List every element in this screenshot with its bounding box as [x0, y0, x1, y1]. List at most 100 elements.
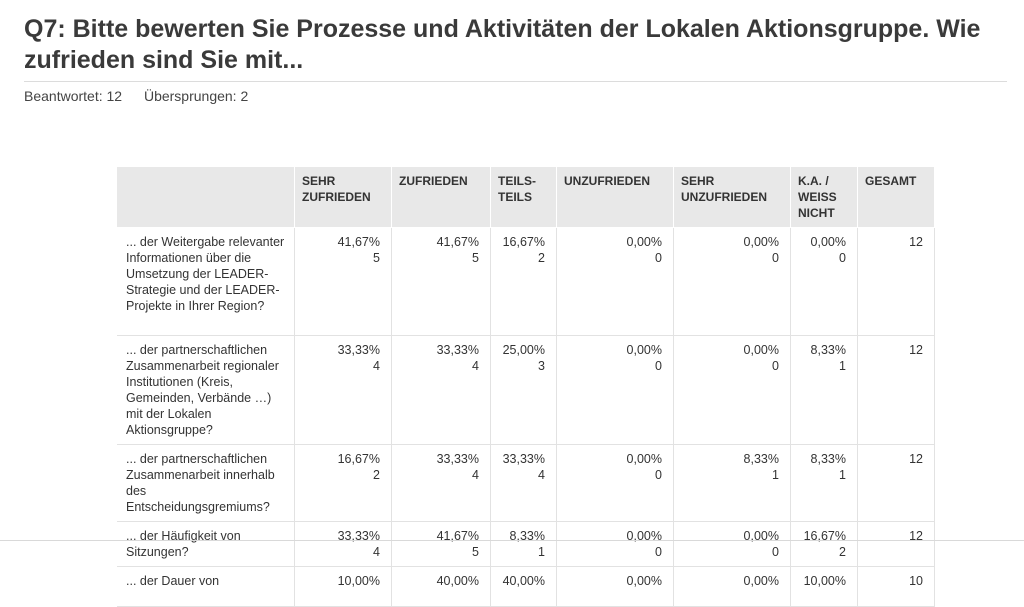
response-stats: Beantwortet: 12 Übersprungen: 2: [24, 88, 266, 104]
row-total: 12: [858, 336, 935, 445]
header-cell-blank: [117, 167, 295, 228]
header-zufrieden: ZUFRIEDEN: [392, 167, 491, 228]
table-header-row: SEHR ZUFRIEDEN ZUFRIEDEN TEILS-TEILS UNZ…: [117, 167, 935, 228]
response-cell: 0,00%: [674, 567, 791, 607]
cell-percentage: 0,00%: [743, 529, 779, 543]
cell-percentage: 0,00%: [743, 235, 779, 249]
cell-percentage: 16,67%: [803, 529, 846, 543]
response-cell: 0,00% 0: [791, 228, 858, 336]
header-teils-teils: TEILS-TEILS: [491, 167, 557, 228]
cell-count: 4: [373, 545, 380, 559]
response-cell: 8,33% 1: [791, 336, 858, 445]
cell-percentage: 0,00%: [743, 343, 779, 357]
cell-percentage: 8,33%: [743, 452, 779, 466]
cell-percentage: 41,67%: [337, 235, 380, 249]
row-total: 10: [858, 567, 935, 607]
results-table: SEHR ZUFRIEDEN ZUFRIEDEN TEILS-TEILS UNZ…: [117, 167, 935, 607]
cell-percentage: 0,00%: [810, 235, 846, 249]
cell-percentage: 41,67%: [436, 235, 479, 249]
response-cell: 41,67% 5: [295, 228, 392, 336]
cell-count: 1: [839, 468, 846, 482]
response-cell: 0,00%: [557, 567, 674, 607]
response-cell: 16,67% 2: [295, 445, 392, 522]
response-cell: 10,00%: [791, 567, 858, 607]
cell-percentage: 33,33%: [436, 343, 479, 357]
cell-percentage: 40,00%: [502, 574, 545, 588]
cell-count: 3: [538, 359, 545, 373]
cell-count: 0: [655, 468, 662, 482]
cell-count: 4: [373, 359, 380, 373]
cell-percentage: 16,67%: [502, 235, 545, 249]
cell-percentage: 41,67%: [436, 529, 479, 543]
cell-percentage: 33,33%: [337, 343, 380, 357]
table-row: ... der partnerschaftlichen Zusammenarbe…: [117, 445, 935, 522]
header-ka-weiss-nicht: K.A. / WEISS NICHT: [791, 167, 858, 228]
cell-count: 1: [538, 545, 545, 559]
title-divider: [24, 81, 1007, 82]
row-label: ... der partnerschaftlichen Zusammenarbe…: [117, 445, 295, 522]
response-cell: 33,33% 4: [295, 336, 392, 445]
cell-count: 0: [655, 545, 662, 559]
cell-percentage: 0,00%: [626, 529, 662, 543]
cell-percentage: 10,00%: [337, 574, 380, 588]
cell-percentage: 8,33%: [509, 529, 545, 543]
cell-count: 0: [839, 251, 846, 265]
table-row: ... der Weitergabe relevanter Informatio…: [117, 228, 935, 336]
cell-count: 1: [772, 468, 779, 482]
cell-percentage: 33,33%: [337, 529, 380, 543]
response-cell: 0,00% 0: [557, 522, 674, 567]
row-total: 12: [858, 522, 935, 567]
row-label: ... der Weitergabe relevanter Informatio…: [117, 228, 295, 336]
cell-count: 5: [472, 545, 479, 559]
row-label: ... der Dauer von: [117, 567, 295, 607]
response-cell: 40,00%: [491, 567, 557, 607]
cell-count: 2: [373, 468, 380, 482]
cell-percentage: 33,33%: [502, 452, 545, 466]
row-total: 12: [858, 228, 935, 336]
skipped-count: Übersprungen: 2: [143, 88, 249, 104]
header-sehr-zufrieden: SEHR ZUFRIEDEN: [295, 167, 392, 228]
response-cell: 0,00% 0: [557, 445, 674, 522]
row-total: 12: [858, 445, 935, 522]
table-row: ... der Häufigkeit von Sitzungen? 33,33% 4…: [117, 522, 935, 567]
response-cell: 25,00% 3: [491, 336, 557, 445]
cell-count: 4: [472, 468, 479, 482]
cell-count: 0: [772, 251, 779, 265]
cell-count: 2: [538, 251, 545, 265]
cell-count: 0: [655, 251, 662, 265]
answered-count: Beantwortet: 12: [24, 88, 123, 104]
cell-percentage: 0,00%: [626, 235, 662, 249]
response-cell: 16,67% 2: [491, 228, 557, 336]
cell-count: 0: [772, 545, 779, 559]
table-row: ... der partnerschaftlichen Zusammenarbe…: [117, 336, 935, 445]
cell-count: 4: [472, 359, 479, 373]
cell-percentage: 0,00%: [626, 343, 662, 357]
response-cell: 0,00% 0: [674, 228, 791, 336]
cell-percentage: 8,33%: [810, 452, 846, 466]
response-cell: 0,00% 0: [557, 336, 674, 445]
cell-percentage: 0,00%: [743, 574, 779, 588]
cell-count: 1: [839, 359, 846, 373]
cell-percentage: 25,00%: [502, 343, 545, 357]
response-cell: 33,33% 4: [392, 336, 491, 445]
header-sehr-unzufrieden: SEHR UNZUFRIEDEN: [674, 167, 791, 228]
response-cell: 33,33% 4: [295, 522, 392, 567]
header-unzufrieden: UNZUFRIEDEN: [557, 167, 674, 228]
row-label: ... der partnerschaftlichen Zusammenarbe…: [117, 336, 295, 445]
response-cell: 0,00% 0: [674, 522, 791, 567]
cell-percentage: 10,00%: [803, 574, 846, 588]
cell-percentage: 40,00%: [436, 574, 479, 588]
response-cell: 0,00% 0: [557, 228, 674, 336]
response-cell: 10,00%: [295, 567, 392, 607]
response-cell: 8,33% 1: [674, 445, 791, 522]
response-cell: 40,00%: [392, 567, 491, 607]
cell-percentage: 33,33%: [436, 452, 479, 466]
response-cell: 33,33% 4: [392, 445, 491, 522]
response-cell: 41,67% 5: [392, 228, 491, 336]
response-cell: 33,33% 4: [491, 445, 557, 522]
response-cell: 8,33% 1: [491, 522, 557, 567]
response-cell: 16,67% 2: [791, 522, 858, 567]
cell-count: 4: [538, 468, 545, 482]
cell-percentage: 8,33%: [810, 343, 846, 357]
bottom-divider: [0, 540, 1024, 541]
